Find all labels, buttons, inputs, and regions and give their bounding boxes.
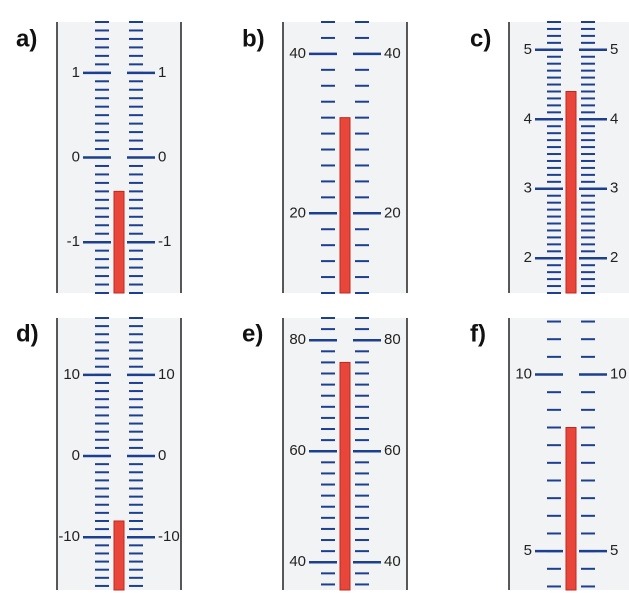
tick-label: 10 <box>158 366 175 383</box>
tick-label: -10 <box>58 528 80 545</box>
tick-label: 3 <box>524 180 532 197</box>
tick-label: 5 <box>524 41 532 58</box>
tick-label: 10 <box>63 366 80 383</box>
tick-label: 20 <box>289 204 306 221</box>
panel-label: d) <box>16 320 39 347</box>
tick-label: 40 <box>384 553 401 570</box>
tick-label: 0 <box>72 447 80 464</box>
tick-label: 2 <box>524 249 532 266</box>
tick-label: 5 <box>610 542 618 559</box>
tick-label: 4 <box>524 110 532 127</box>
tick-label: 0 <box>72 148 80 165</box>
panel-label: e) <box>242 320 263 347</box>
tick-label: 2 <box>610 249 618 266</box>
mercury-column <box>565 90 577 294</box>
tick-label: 10 <box>610 365 627 382</box>
tick-label: 60 <box>289 442 306 459</box>
tick-label: 4 <box>610 110 618 127</box>
tick-label: 80 <box>384 331 401 348</box>
tick-label: 5 <box>610 41 618 58</box>
tick-label: 5 <box>524 542 532 559</box>
mercury-column <box>113 520 125 591</box>
tick-label: 60 <box>384 442 401 459</box>
tick-label: 10 <box>515 365 532 382</box>
panel-label: f) <box>470 320 486 347</box>
tick-label: 20 <box>384 204 401 221</box>
tick-label: 40 <box>289 45 306 62</box>
panel-label: a) <box>16 25 37 52</box>
tick-label: 80 <box>289 331 306 348</box>
tick-label: -1 <box>67 233 80 250</box>
panel-label: c) <box>470 25 491 52</box>
mercury-column <box>565 427 577 591</box>
tick-label: 0 <box>158 447 166 464</box>
panel-label: b) <box>242 25 265 52</box>
mercury-column <box>113 190 125 294</box>
tick-label: 40 <box>384 45 401 62</box>
tick-label: 0 <box>158 148 166 165</box>
mercury-column <box>339 117 351 294</box>
tick-label: 1 <box>158 64 166 81</box>
tick-label: -10 <box>158 528 180 545</box>
tick-label: -1 <box>158 233 171 250</box>
tick-label: 1 <box>72 64 80 81</box>
mercury-column <box>339 361 351 591</box>
tick-label: 3 <box>610 180 618 197</box>
tick-label: 40 <box>289 553 306 570</box>
